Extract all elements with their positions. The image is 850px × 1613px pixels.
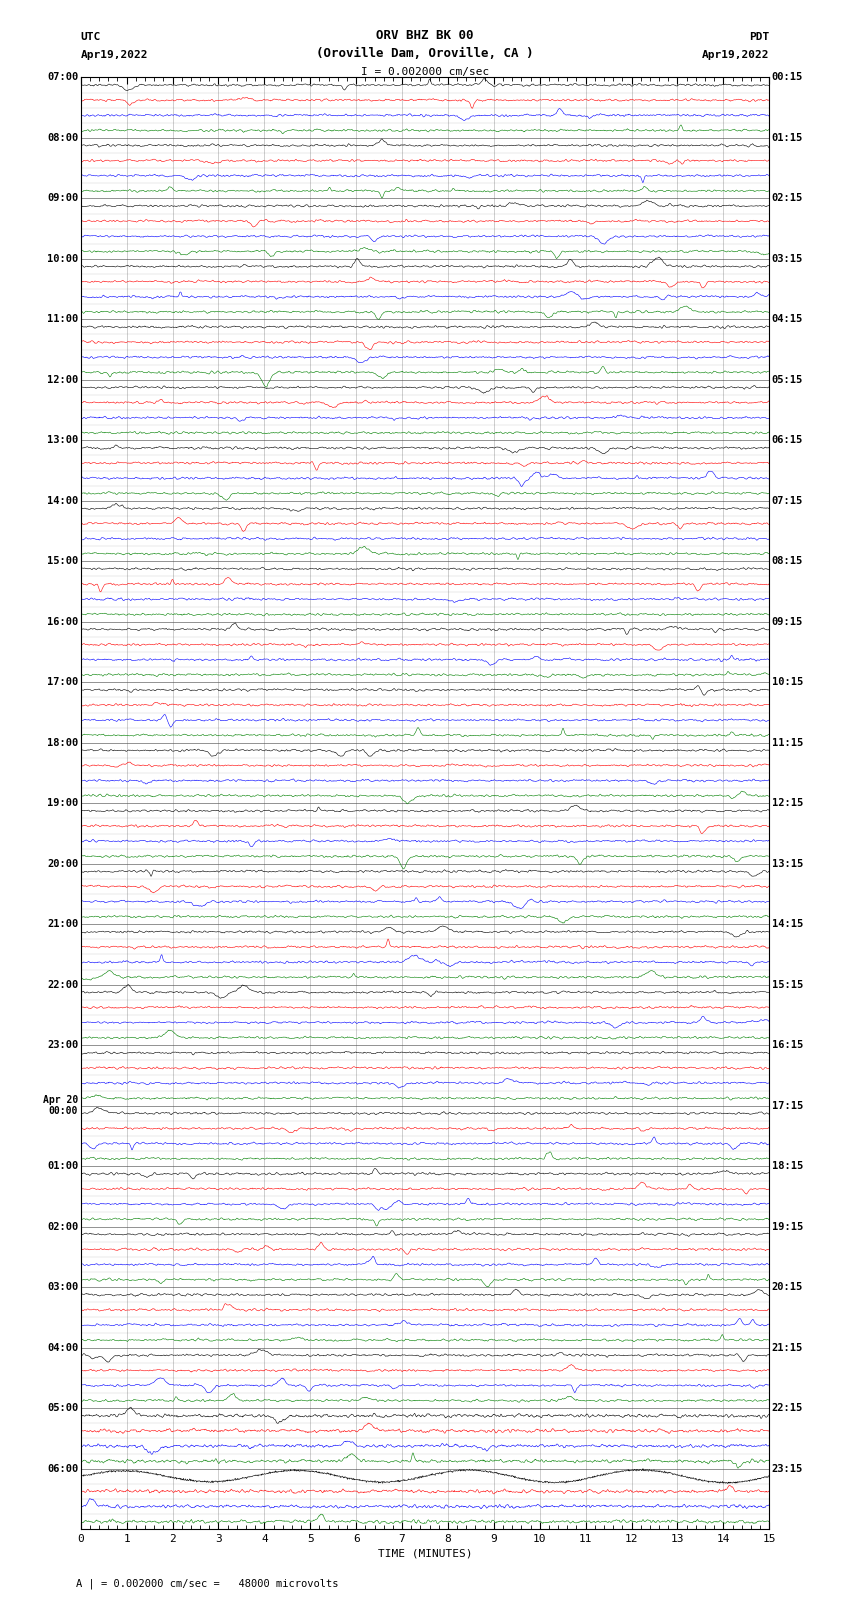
Text: 08:00: 08:00 bbox=[47, 132, 78, 144]
Text: 01:00: 01:00 bbox=[47, 1161, 78, 1171]
Text: A | = 0.002000 cm/sec =   48000 microvolts: A | = 0.002000 cm/sec = 48000 microvolts bbox=[76, 1579, 339, 1589]
Text: 22:15: 22:15 bbox=[772, 1403, 803, 1413]
Text: 19:15: 19:15 bbox=[772, 1221, 803, 1232]
Text: 04:00: 04:00 bbox=[47, 1342, 78, 1353]
X-axis label: TIME (MINUTES): TIME (MINUTES) bbox=[377, 1548, 473, 1558]
Text: 06:15: 06:15 bbox=[772, 436, 803, 445]
Text: 14:15: 14:15 bbox=[772, 919, 803, 929]
Text: PDT: PDT bbox=[749, 32, 769, 42]
Text: I = 0.002000 cm/sec: I = 0.002000 cm/sec bbox=[361, 68, 489, 77]
Text: 16:15: 16:15 bbox=[772, 1040, 803, 1050]
Text: 03:15: 03:15 bbox=[772, 253, 803, 265]
Text: 06:00: 06:00 bbox=[47, 1463, 78, 1474]
Text: 04:15: 04:15 bbox=[772, 315, 803, 324]
Text: 11:00: 11:00 bbox=[47, 315, 78, 324]
Text: 01:15: 01:15 bbox=[772, 132, 803, 144]
Text: 10:15: 10:15 bbox=[772, 677, 803, 687]
Text: 20:00: 20:00 bbox=[47, 858, 78, 869]
Text: 18:15: 18:15 bbox=[772, 1161, 803, 1171]
Text: 21:00: 21:00 bbox=[47, 919, 78, 929]
Text: Apr 20
00:00: Apr 20 00:00 bbox=[43, 1095, 78, 1116]
Text: 03:00: 03:00 bbox=[47, 1282, 78, 1292]
Text: 23:15: 23:15 bbox=[772, 1463, 803, 1474]
Text: 15:15: 15:15 bbox=[772, 979, 803, 990]
Text: 11:15: 11:15 bbox=[772, 737, 803, 748]
Text: 07:00: 07:00 bbox=[47, 73, 78, 82]
Text: 02:15: 02:15 bbox=[772, 194, 803, 203]
Text: 05:00: 05:00 bbox=[47, 1403, 78, 1413]
Text: 13:15: 13:15 bbox=[772, 858, 803, 869]
Text: 20:15: 20:15 bbox=[772, 1282, 803, 1292]
Text: 14:00: 14:00 bbox=[47, 495, 78, 506]
Text: UTC: UTC bbox=[81, 32, 101, 42]
Text: 07:15: 07:15 bbox=[772, 495, 803, 506]
Text: ORV BHZ BK 00: ORV BHZ BK 00 bbox=[377, 29, 473, 42]
Text: 12:00: 12:00 bbox=[47, 374, 78, 386]
Text: 09:00: 09:00 bbox=[47, 194, 78, 203]
Text: 13:00: 13:00 bbox=[47, 436, 78, 445]
Text: 18:00: 18:00 bbox=[47, 737, 78, 748]
Text: 19:00: 19:00 bbox=[47, 798, 78, 808]
Text: 17:00: 17:00 bbox=[47, 677, 78, 687]
Text: 22:00: 22:00 bbox=[47, 979, 78, 990]
Text: 10:00: 10:00 bbox=[47, 253, 78, 265]
Text: 21:15: 21:15 bbox=[772, 1342, 803, 1353]
Text: 02:00: 02:00 bbox=[47, 1221, 78, 1232]
Text: Apr19,2022: Apr19,2022 bbox=[81, 50, 148, 60]
Text: 17:15: 17:15 bbox=[772, 1100, 803, 1111]
Text: 05:15: 05:15 bbox=[772, 374, 803, 386]
Text: 15:00: 15:00 bbox=[47, 556, 78, 566]
Text: 12:15: 12:15 bbox=[772, 798, 803, 808]
Text: 00:15: 00:15 bbox=[772, 73, 803, 82]
Text: Apr19,2022: Apr19,2022 bbox=[702, 50, 769, 60]
Text: (Oroville Dam, Oroville, CA ): (Oroville Dam, Oroville, CA ) bbox=[316, 47, 534, 60]
Text: 16:00: 16:00 bbox=[47, 616, 78, 627]
Text: 08:15: 08:15 bbox=[772, 556, 803, 566]
Text: 09:15: 09:15 bbox=[772, 616, 803, 627]
Text: 23:00: 23:00 bbox=[47, 1040, 78, 1050]
